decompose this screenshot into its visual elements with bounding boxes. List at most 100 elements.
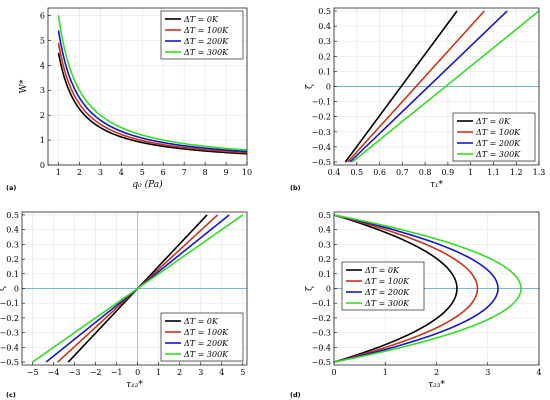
y-tick-label: 0.5 — [318, 211, 331, 220]
series-line — [333, 214, 458, 363]
x-axis-label: τ₁* — [430, 180, 444, 190]
panel-label: (d) — [290, 391, 301, 399]
y-tick-label: 0.4 — [6, 226, 19, 235]
x-tick-label: 8 — [203, 168, 208, 177]
x-tick-label: −2 — [90, 368, 102, 377]
legend-label: ΔT = 200K — [475, 139, 521, 148]
legend-label: ΔT = 0K — [183, 15, 219, 24]
series-line — [344, 10, 458, 163]
y-tick-label: 0.2 — [318, 255, 331, 264]
y-tick-label: 1 — [40, 136, 45, 145]
x-tick-label: 9 — [224, 168, 229, 177]
y-tick-label: 0.2 — [318, 52, 331, 61]
y-tick-label: 4 — [40, 61, 45, 70]
x-tick-label: 4 — [536, 368, 541, 377]
x-tick-label: 0.9 — [442, 168, 455, 177]
y-tick-label: −0.4 — [312, 343, 331, 352]
x-tick-label: 3 — [98, 168, 103, 177]
legend-label: ΔT = 100K — [364, 277, 410, 286]
x-axis-label: q₀ (Pa) — [132, 179, 163, 190]
series-line — [57, 42, 248, 154]
y-tick-label: −0.5 — [312, 358, 331, 367]
x-axis-label: τ₂₃* — [428, 380, 445, 390]
x-tick-label: 2 — [434, 368, 439, 377]
x-tick-label: −4 — [48, 368, 60, 377]
x-axis-label: τ₁₂* — [126, 380, 143, 390]
series-line — [333, 214, 499, 363]
y-axis-label: ζ — [0, 286, 7, 291]
series-line — [333, 214, 522, 363]
x-tick-label: 7 — [182, 168, 187, 177]
x-tick-label: 5 — [140, 168, 145, 177]
y-tick-label: 3 — [40, 86, 45, 95]
x-tick-label: −3 — [69, 368, 81, 377]
legend: ΔT = 0K ΔT = 100K ΔT = 200K ΔT = 300K — [160, 10, 244, 60]
series-line — [333, 214, 479, 363]
plot-frame — [21, 211, 248, 366]
legend: ΔT = 0K ΔT = 100K ΔT = 200K ΔT = 300K — [452, 112, 536, 162]
legend-label: ΔT = 0K — [364, 266, 400, 275]
panel-2: −5 −4 −3 −2 −1 0 1 2 3 4 5 −0.5 −0.4 −0.3 −0.2 −0.1 0 0.1… — [0, 211, 248, 399]
x-tick-label: 1.1 — [487, 168, 500, 177]
series-line — [57, 15, 248, 151]
x-tick-label: 1.3 — [533, 168, 546, 177]
x-tick-label: 3 — [198, 368, 203, 377]
y-tick-label: 0.5 — [318, 7, 331, 16]
y-tick-label: 0 — [40, 161, 45, 170]
legend-label: ΔT = 200K — [183, 339, 229, 348]
x-tick-label: 10 — [242, 168, 252, 177]
x-tick-label: 0.8 — [419, 168, 432, 177]
series-line — [349, 10, 508, 163]
x-tick-label: 3 — [485, 368, 490, 377]
x-tick-label: 2 — [77, 168, 82, 177]
x-tick-label: 1 — [156, 368, 161, 377]
y-tick-label: −0.2 — [312, 314, 331, 323]
panel-label: (b) — [290, 184, 301, 192]
y-tick-label: −0.1 — [312, 98, 331, 107]
y-tick-label: 0.3 — [318, 240, 331, 249]
x-tick-label: −5 — [27, 368, 39, 377]
y-tick-label: −0.3 — [312, 128, 331, 137]
y-tick-label: −0.1 — [0, 299, 19, 308]
legend-label: ΔT = 100K — [475, 128, 521, 137]
panel-label: (a) — [6, 184, 16, 192]
y-tick-label: 0.5 — [6, 211, 19, 220]
x-tick-label: 0.6 — [373, 168, 386, 177]
panel-0: 1 2 3 4 5 6 7 8 9 10 0 1 2 3 4 5 6 ΔT = 0K ΔT = 100K ΔT = 2… — [6, 7, 252, 192]
y-tick-label: 0.1 — [318, 67, 331, 76]
y-tick-label: 6 — [40, 11, 45, 20]
legend-label: ΔT = 300K — [183, 48, 229, 57]
x-tick-label: 1 — [383, 368, 388, 377]
y-tick-label: 0.4 — [318, 22, 331, 31]
y-tick-label: 0.1 — [6, 270, 19, 279]
plot-frame — [47, 7, 248, 166]
panel-label: (c) — [6, 391, 16, 399]
series-line — [57, 30, 248, 153]
legend: ΔT = 0K ΔT = 100K ΔT = 200K ΔT = 300K — [341, 261, 425, 311]
legend-label: ΔT = 100K — [183, 26, 229, 35]
panel-3: 0 1 2 3 4 −0.5 −0.4 −0.3 −0.2 −0.1 0 0.1 0.2 0.3 0.4 0.… — [290, 211, 542, 399]
y-tick-label: −0.2 — [312, 113, 331, 122]
legend-label: ΔT = 0K — [183, 317, 219, 326]
x-tick-label: 1 — [468, 168, 473, 177]
legend-label: ΔT = 0K — [475, 117, 511, 126]
y-tick-label: 0.2 — [6, 255, 19, 264]
y-tick-label: 0.4 — [318, 226, 331, 235]
legend-label: ΔT = 100K — [183, 328, 229, 337]
y-tick-label: −0.3 — [312, 329, 331, 338]
legend-label: ΔT = 300K — [475, 150, 521, 159]
y-tick-label: 2 — [40, 111, 45, 120]
x-tick-label: 0.4 — [328, 168, 341, 177]
plot-frame — [333, 7, 540, 166]
y-tick-label: −0.5 — [0, 358, 19, 367]
x-tick-label: 1 — [56, 168, 61, 177]
legend: ΔT = 0K ΔT = 100K ΔT = 200K ΔT = 300K — [160, 312, 244, 362]
y-tick-label: 5 — [40, 36, 45, 45]
panel-1: 0.4 0.5 0.6 0.7 0.8 0.9 1 1.1 1.2 1.3 −0.5 −0.4 −0.3… — [290, 7, 545, 192]
y-tick-label: 0 — [326, 83, 331, 92]
x-tick-label: 2 — [177, 368, 182, 377]
x-tick-label: 4 — [219, 368, 224, 377]
y-tick-label: −0.4 — [312, 143, 331, 152]
y-tick-label: −0.2 — [0, 314, 19, 323]
